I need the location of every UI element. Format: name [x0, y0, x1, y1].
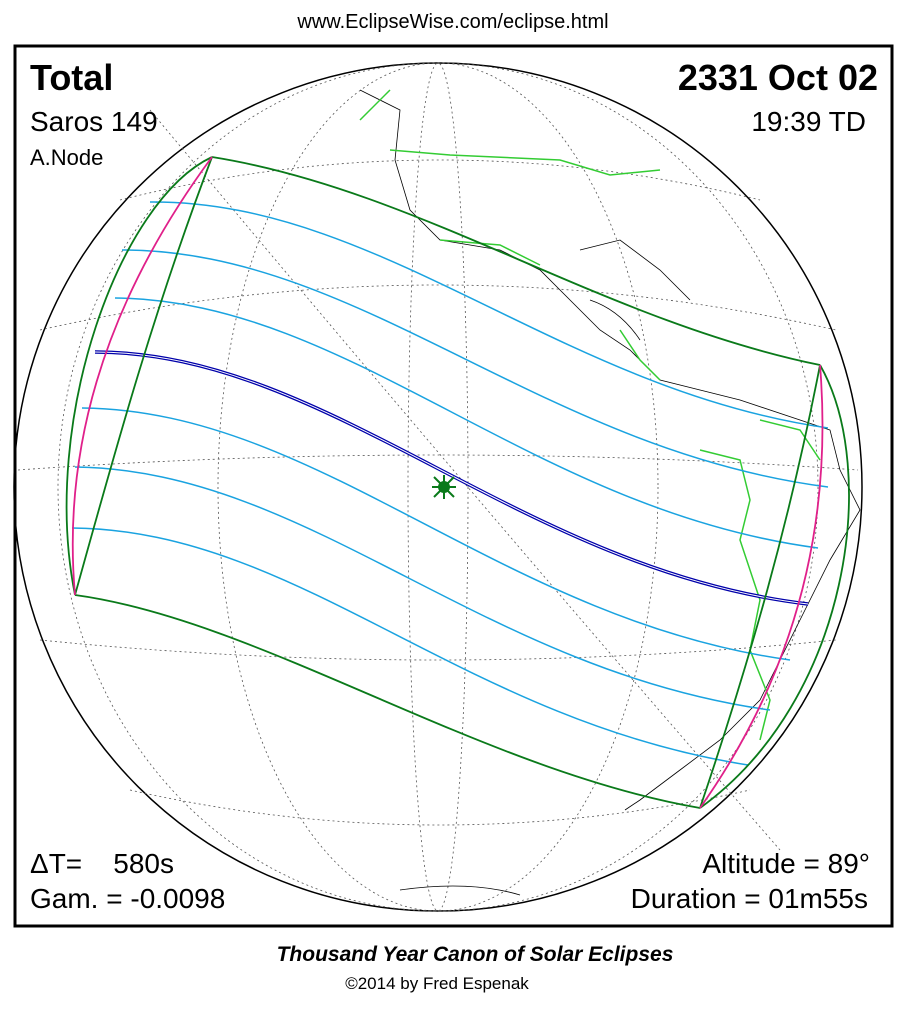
url: www.EclipseWise.com/eclipse.html — [296, 11, 608, 33]
eclipse-type: Total — [30, 57, 113, 98]
central-line-inner — [94, 351, 809, 605]
delta-t: ΔT= 580s — [30, 848, 174, 879]
limits — [65, 156, 850, 809]
date: 2331 Oct 02 — [678, 57, 878, 98]
footer-title: Thousand Year Canon of Solar Eclipses — [277, 943, 674, 966]
greatest-eclipse — [432, 475, 456, 499]
copyright: ©2014 by Fred Espenak — [345, 974, 529, 993]
saros: Saros 149 — [30, 106, 158, 137]
rise-set — [71, 156, 824, 809]
time: 19:39 TD — [751, 106, 866, 137]
altitude: Altitude = 89° — [702, 848, 870, 879]
duration: Duration = 01m55s — [631, 883, 868, 914]
globe — [13, 62, 863, 912]
node: A.Node — [30, 145, 103, 170]
gamma: Gam. = -0.0098 — [30, 883, 225, 914]
time-lines — [71, 201, 829, 766]
